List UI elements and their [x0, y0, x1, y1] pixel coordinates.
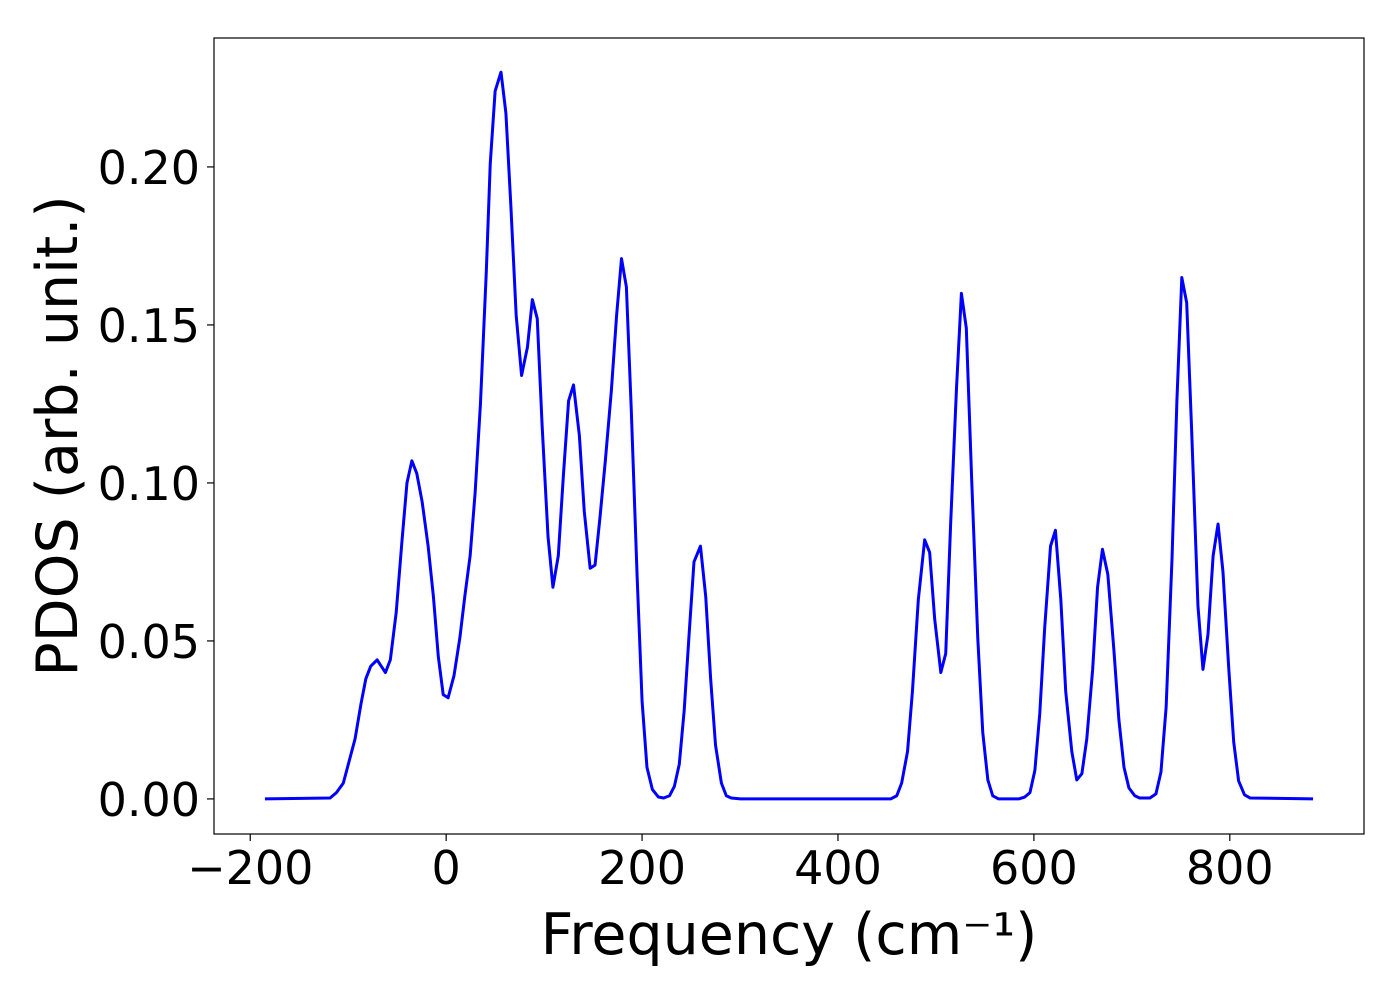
- y-tick-label: 0.20: [98, 141, 200, 195]
- y-tick-label: 0.15: [98, 299, 200, 353]
- y-tick-label: 0.05: [98, 615, 200, 669]
- plot-frame: [213, 37, 1365, 835]
- y-axis-label: PDOS (arb. unit.): [25, 195, 91, 676]
- data-line: [264, 70, 1314, 801]
- y-tick-label: 0.00: [98, 773, 200, 827]
- x-axis-label: Frequency (cm⁻¹): [541, 902, 1038, 968]
- x-tick-label: −200: [187, 841, 313, 895]
- x-tick-label: 800: [1186, 841, 1274, 895]
- x-tick-label: 200: [598, 841, 686, 895]
- x-tick-label: 600: [990, 841, 1078, 895]
- x-tick-label: 0: [432, 841, 461, 895]
- x-tick-label: 400: [794, 841, 882, 895]
- y-tick-label: 0.10: [98, 457, 200, 511]
